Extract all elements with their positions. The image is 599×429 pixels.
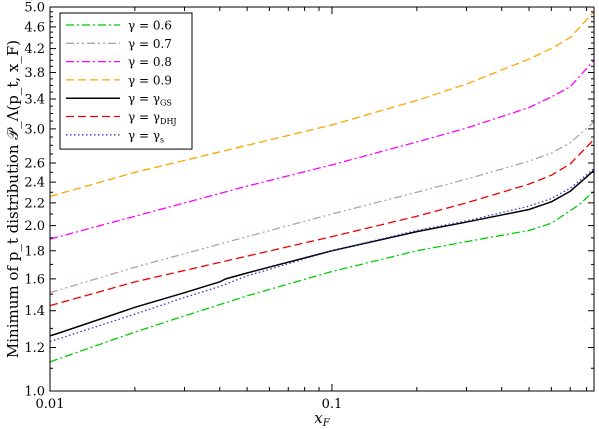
y-tick-label: 3.0 [24, 122, 45, 137]
x-tick-label: 0.01 [36, 397, 65, 412]
y-tick-label: 1.2 [24, 341, 45, 356]
x-tick-label: 0.1 [322, 397, 343, 412]
y-tick-label: 2.4 [24, 176, 45, 191]
series-line-1 [49, 121, 595, 294]
y-tick-label: 3.8 [24, 66, 45, 81]
y-tick-label: 4.6 [24, 20, 45, 35]
x-axis-title: xF [314, 409, 330, 429]
series-line-5 [49, 138, 595, 307]
legend-label-3: γ = 0.9 [128, 73, 172, 87]
y-tick-label: 1.6 [24, 272, 45, 287]
y-tick-label: 1.8 [24, 244, 45, 259]
legend-label-1: γ = 0.7 [128, 37, 172, 51]
legend-label-0: γ = 0.6 [128, 19, 172, 33]
y-tick-label: 3.4 [24, 93, 45, 108]
y-tick-label: 1.0 [24, 385, 45, 400]
series-line-3 [49, 11, 595, 198]
y-tick-label: 5.0 [24, 1, 45, 16]
series-layer [49, 11, 595, 363]
y-tick-label: 4.2 [24, 42, 45, 57]
series-line-0 [49, 190, 595, 363]
legend-label-6: γ = γs [128, 128, 164, 144]
legend-label-2: γ = 0.8 [128, 55, 172, 69]
series-line-2 [49, 59, 595, 240]
y-tick-label: 1.4 [24, 304, 45, 319]
y-tick-label: 2.6 [24, 157, 45, 172]
y-axis-title: Minimum of p_t distribution 𝒫_Λ(p_t, x_F… [4, 40, 22, 358]
plot-frame [49, 6, 595, 392]
legend-box [59, 12, 193, 150]
series-line-6 [49, 168, 595, 343]
y-tick-label: 2.0 [24, 219, 45, 234]
y-tick-label: 2.2 [24, 196, 45, 211]
series-line-4 [49, 169, 595, 337]
axis-ticks: 1.0 1.2 1.4 1.6 1.8 2.0 2.2 2.4 2.6 3.0 3.4 3.8 4.2 4… [24, 1, 594, 412]
